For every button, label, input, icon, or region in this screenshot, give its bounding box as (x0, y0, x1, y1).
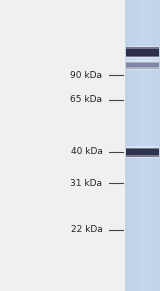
Text: 65 kDa: 65 kDa (70, 95, 102, 104)
Bar (126, 68, 159, 70)
Bar (125, 0, 160, 291)
Bar (149, 0, 152, 291)
Bar (132, 0, 134, 291)
Bar (136, 0, 139, 291)
Bar (139, 0, 141, 291)
Bar (134, 0, 136, 291)
Bar (141, 0, 143, 291)
Text: 31 kDa: 31 kDa (70, 178, 102, 187)
Bar (153, 0, 155, 291)
Bar (129, 0, 132, 291)
Bar (128, 0, 131, 291)
Bar (145, 0, 147, 291)
Text: 90 kDa: 90 kDa (70, 70, 102, 79)
Bar (156, 0, 159, 291)
Bar (144, 0, 146, 291)
Bar (125, 0, 127, 291)
Bar (154, 0, 156, 291)
Bar (158, 0, 160, 291)
Bar (151, 0, 153, 291)
Bar (126, 61, 159, 68)
Bar (126, 146, 159, 149)
Bar (147, 0, 149, 291)
Bar (126, 47, 159, 57)
Bar (127, 0, 129, 291)
Bar (126, 148, 159, 157)
Text: 22 kDa: 22 kDa (71, 226, 102, 235)
Bar (152, 0, 154, 291)
Bar (148, 0, 150, 291)
Bar (126, 45, 159, 49)
Text: 40 kDa: 40 kDa (71, 148, 102, 157)
Bar (159, 0, 160, 291)
Bar (146, 0, 148, 291)
Bar (126, 56, 159, 58)
Bar (140, 0, 142, 291)
Bar (142, 0, 145, 291)
Bar (131, 0, 133, 291)
Bar (126, 61, 159, 63)
Bar (126, 155, 159, 158)
Bar (155, 0, 157, 291)
Bar (138, 0, 140, 291)
Bar (126, 0, 128, 291)
Bar (133, 0, 135, 291)
Bar (135, 0, 138, 291)
